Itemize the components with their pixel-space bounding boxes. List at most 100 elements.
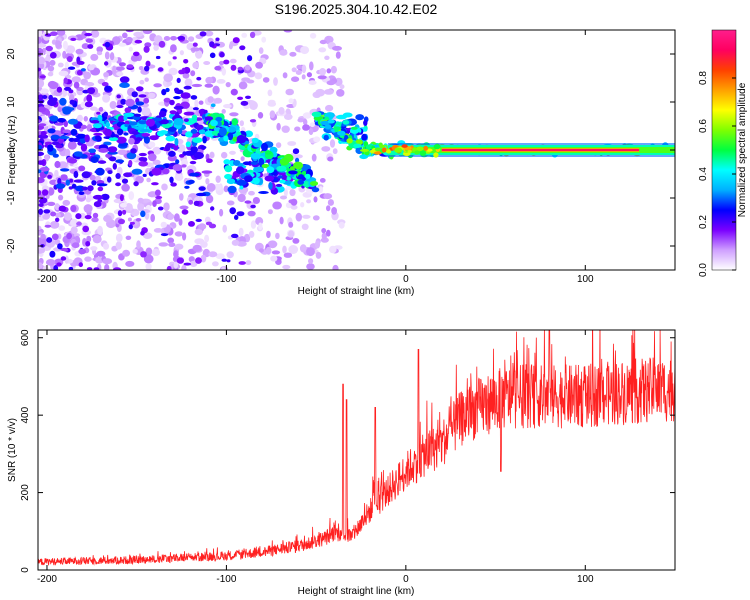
spectrogram-cell [226, 200, 235, 206]
spectrogram-cell [181, 264, 187, 270]
spectrogram-cell [194, 228, 203, 236]
spectrogram-cell [83, 204, 93, 213]
spectrogram-cell [158, 110, 167, 118]
spectrogram-cell [128, 46, 133, 52]
x-tick-label: -100 [216, 574, 236, 585]
spectrogram-cell [224, 165, 233, 173]
spectrogram-cell [209, 41, 215, 48]
spectrogram-cell [148, 141, 156, 148]
spectrogram-cell [318, 186, 324, 194]
spectrogram-cell [190, 70, 196, 77]
spectrogram-cell [101, 193, 110, 201]
spectrogram-cell [158, 40, 166, 48]
spectrogram-cell [54, 203, 60, 211]
spectrogram-cell [258, 47, 264, 54]
spectrogram-cell [53, 265, 59, 270]
spectrogram-cell [196, 76, 202, 81]
spectrogram-cell [90, 30, 100, 38]
spectrogram-cell [84, 101, 93, 108]
spectrogram-cell [47, 174, 52, 179]
colorbar-tick-label: 0.4 [698, 167, 709, 181]
spectrogram-cell [125, 235, 132, 240]
spectrogram-cell [142, 232, 153, 239]
spectrogram-cell [182, 232, 187, 241]
spectrogram-cell [232, 160, 241, 166]
spectrogram-cell [229, 58, 237, 64]
spectrogram-cell [38, 231, 43, 236]
spectrogram-cell [261, 142, 268, 152]
spectrogram-cell [75, 185, 85, 192]
spectrogram-cell [87, 44, 94, 49]
spectrogram-cell [221, 266, 226, 270]
spectrogram-cell [38, 123, 47, 127]
spectrogram-cell [179, 154, 185, 158]
spectrogram-cell [167, 213, 174, 220]
spectrogram-cell [205, 194, 214, 204]
spectrogram-cell [140, 230, 145, 236]
spectrogram-cell [308, 258, 314, 264]
spectrogram-cell [236, 179, 247, 186]
spectrogram-cell [128, 137, 135, 145]
spectrogram-cell [250, 204, 256, 209]
spectrogram-cell [336, 89, 345, 97]
spectrogram-cell [130, 55, 139, 62]
spectrogram-cell [157, 67, 164, 72]
spectrogram-cell [53, 239, 61, 245]
spectrogram-cell [121, 178, 129, 184]
spectrogram-cell [253, 166, 264, 172]
spectrogram-cell [217, 41, 225, 48]
y-tick-label: 200 [20, 484, 31, 501]
spectrogram-cell [181, 164, 187, 168]
spectrogram-cell [40, 88, 49, 94]
spectrogram-cell [297, 118, 305, 123]
spectrogram-cell [240, 100, 249, 106]
spectrogram-cell [73, 179, 84, 183]
spectrogram-cell [296, 64, 303, 70]
spectrogram-cell [214, 65, 222, 71]
spectrogram-cell [423, 145, 429, 151]
spectrogram-cell [216, 79, 226, 84]
spectrogram-cell [200, 241, 208, 248]
spectrogram-cell [90, 246, 98, 251]
spectrogram-cell [198, 186, 206, 191]
spectrogram-cell [38, 177, 45, 184]
spectrogram-cell [154, 189, 161, 197]
spectrogram-cell [63, 248, 69, 252]
spectrogram-cell [324, 55, 330, 60]
spectrogram-cell [183, 262, 192, 266]
spectrogram-cell [44, 141, 53, 145]
spectrogram-cell [45, 45, 53, 52]
spectrogram-cell [309, 122, 315, 128]
spectrogram-cell [138, 94, 147, 98]
spectrogram-cell [125, 36, 133, 43]
spectrogram-cell [223, 59, 230, 65]
spectrogram-cell [66, 56, 73, 63]
spectrogram-cell [223, 159, 231, 165]
spectrogram-cell [103, 72, 109, 78]
spectrogram-cell [104, 61, 109, 66]
spectrogram-cell [252, 197, 260, 204]
y-tick-label: 20 [6, 48, 17, 60]
spectrogram-cell [313, 196, 318, 203]
spectrogram-cell [284, 113, 293, 120]
spectrogram-cell [319, 68, 327, 76]
spectrogram-cell [133, 51, 140, 57]
spectrogram-cell [70, 218, 78, 227]
spectrogram-cell [176, 257, 184, 264]
spectrogram-cell [112, 65, 117, 75]
spectrogram-cell [162, 168, 170, 175]
colorbar-frame [711, 29, 737, 271]
spectrogram-cell [207, 96, 214, 103]
spectrogram-cell [244, 175, 253, 183]
spectrogram-cell [78, 248, 87, 255]
spectrogram-cell [39, 167, 50, 172]
spectrogram-cell [306, 72, 312, 78]
spectrogram-cell [38, 134, 49, 139]
spectrogram-cell [42, 95, 48, 99]
spectrogram-cell [67, 140, 77, 150]
colorbar-tick-label: 0.8 [698, 71, 709, 85]
spectrogram-cell [192, 107, 199, 111]
spectrogram-cell [205, 221, 213, 226]
spectrogram-cell [319, 39, 327, 45]
spectrogram-cell [185, 141, 191, 148]
